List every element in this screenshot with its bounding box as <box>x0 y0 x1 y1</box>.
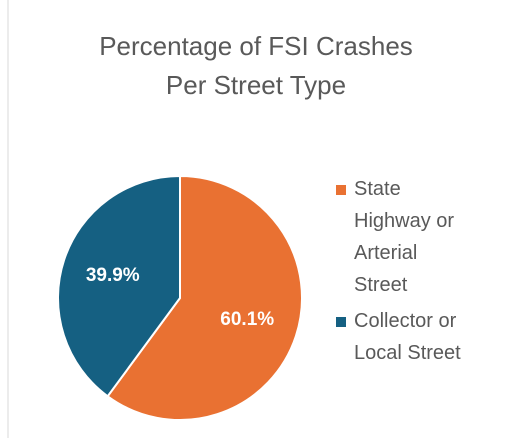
pie-slice <box>106 174 303 421</box>
chart-title: Percentage of FSI Crashes <box>99 31 413 61</box>
legend-label: State Highway or Arterial Street <box>354 178 460 296</box>
legend-swatch <box>336 317 346 327</box>
data-label: 39.9% <box>86 265 140 286</box>
legend-swatch <box>336 185 346 195</box>
legend-label: Collector or Local Street <box>354 310 462 364</box>
data-label: 60.1% <box>220 309 274 330</box>
pie-slice <box>57 174 181 398</box>
chart-title: Per Street Type <box>166 70 346 100</box>
